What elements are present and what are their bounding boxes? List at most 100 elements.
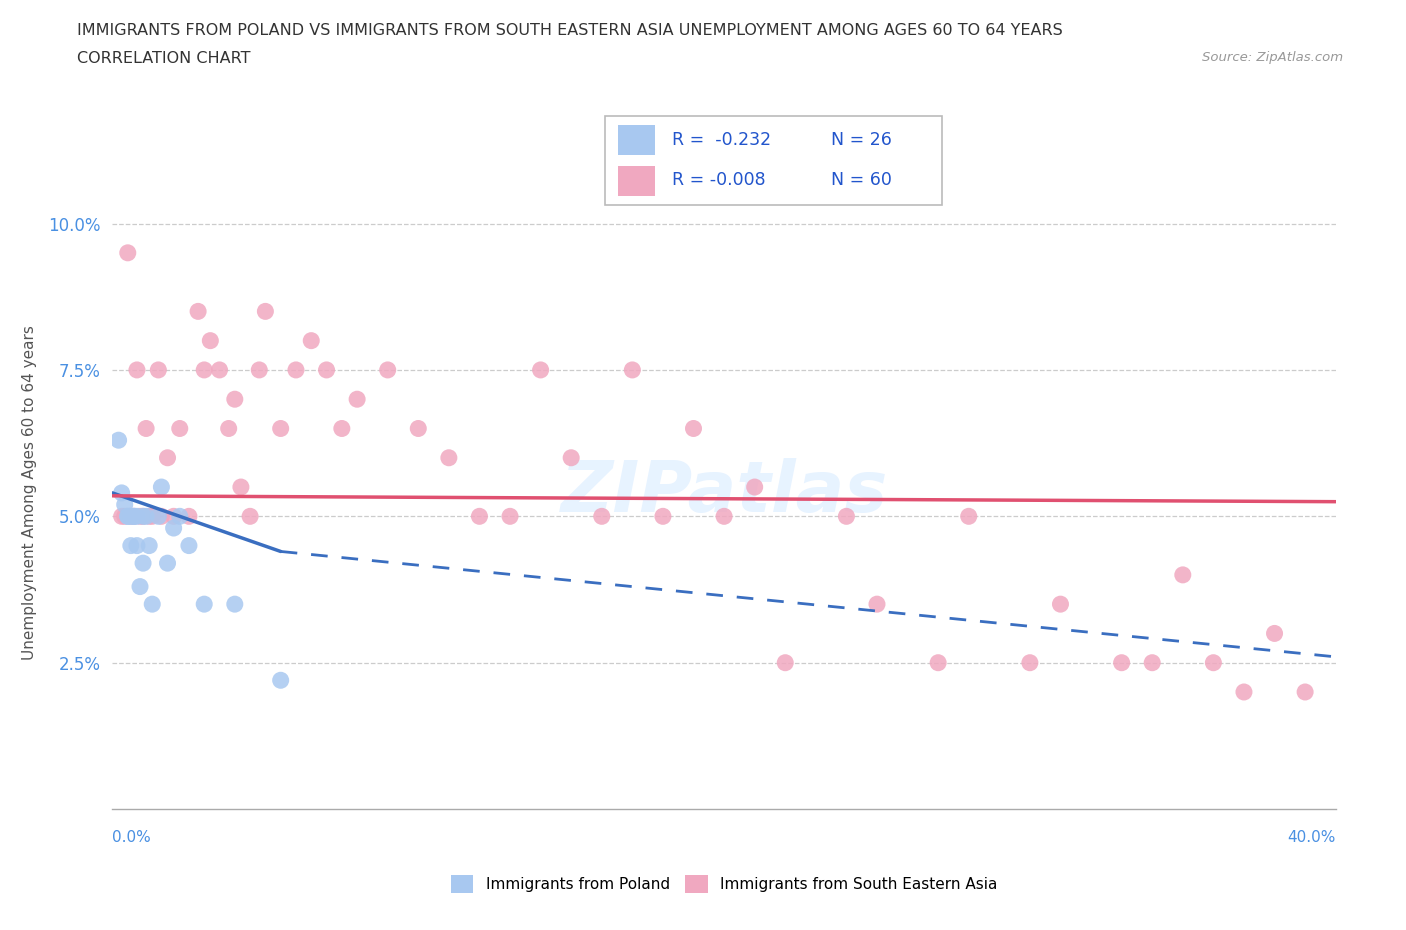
Point — [163, 509, 186, 524]
Point — [125, 538, 148, 553]
Point — [200, 333, 222, 348]
Point — [254, 304, 277, 319]
Point — [169, 421, 191, 436]
Point — [270, 421, 292, 436]
Point — [193, 597, 215, 612]
Point — [169, 509, 191, 524]
Point — [156, 556, 179, 571]
Point — [120, 509, 142, 524]
Point — [120, 509, 142, 524]
Point — [135, 509, 157, 524]
Point — [468, 509, 491, 524]
Point — [218, 421, 240, 436]
Point — [150, 509, 173, 524]
Point — [122, 509, 145, 524]
Point — [187, 304, 209, 319]
Point — [224, 392, 246, 406]
Point — [114, 498, 136, 512]
Point — [156, 450, 179, 465]
Point — [247, 363, 270, 378]
Point — [177, 509, 200, 524]
Point — [957, 509, 980, 524]
Text: IMMIGRANTS FROM POLAND VS IMMIGRANTS FROM SOUTH EASTERN ASIA UNEMPLOYMENT AMONG : IMMIGRANTS FROM POLAND VS IMMIGRANTS FRO… — [77, 23, 1063, 38]
FancyBboxPatch shape — [605, 116, 942, 205]
Point — [284, 363, 308, 378]
Point — [138, 509, 160, 524]
Point — [122, 509, 145, 524]
Text: ZIPatlas: ZIPatlas — [561, 458, 887, 527]
Point — [229, 480, 252, 495]
Point — [114, 509, 136, 524]
Point — [1202, 656, 1225, 671]
Point — [107, 432, 129, 447]
Text: N = 26: N = 26 — [831, 131, 891, 149]
Point — [111, 509, 134, 524]
FancyBboxPatch shape — [619, 126, 655, 155]
Point — [499, 509, 522, 524]
Point — [530, 363, 553, 378]
Point — [129, 579, 152, 594]
Point — [835, 509, 858, 524]
Point — [239, 509, 262, 524]
Point — [560, 450, 582, 465]
Point — [744, 480, 766, 495]
Text: CORRELATION CHART: CORRELATION CHART — [77, 51, 250, 66]
Text: N = 60: N = 60 — [831, 171, 891, 189]
Point — [125, 363, 148, 378]
Point — [1264, 626, 1286, 641]
Point — [1111, 656, 1133, 671]
Point — [1049, 597, 1071, 612]
Point — [120, 538, 142, 553]
Point — [148, 363, 170, 378]
Point — [270, 672, 292, 687]
Text: Source: ZipAtlas.com: Source: ZipAtlas.com — [1202, 51, 1343, 64]
Point — [682, 421, 704, 436]
Point — [135, 421, 157, 436]
Point — [1233, 684, 1256, 699]
Point — [775, 656, 797, 671]
Point — [377, 363, 399, 378]
Point — [621, 363, 644, 378]
FancyBboxPatch shape — [619, 166, 655, 196]
Text: 40.0%: 40.0% — [1288, 830, 1336, 844]
Point — [652, 509, 675, 524]
Point — [927, 656, 949, 671]
Point — [1142, 656, 1164, 671]
Point — [141, 597, 163, 612]
Point — [132, 556, 155, 571]
Text: R =  -0.232: R = -0.232 — [672, 131, 772, 149]
Point — [141, 509, 163, 524]
Point — [408, 421, 430, 436]
Point — [163, 521, 186, 536]
Point — [122, 509, 145, 524]
Point — [132, 509, 155, 524]
Point — [125, 509, 148, 524]
Text: R = -0.008: R = -0.008 — [672, 171, 766, 189]
Text: 0.0%: 0.0% — [112, 830, 152, 844]
Point — [129, 509, 152, 524]
Point — [117, 509, 139, 524]
Point — [148, 509, 170, 524]
Point — [437, 450, 460, 465]
Point — [177, 538, 200, 553]
Point — [346, 392, 368, 406]
Point — [150, 480, 173, 495]
Point — [1171, 567, 1194, 582]
Point — [117, 246, 139, 260]
Point — [1294, 684, 1316, 699]
Point — [193, 363, 215, 378]
Point — [111, 485, 134, 500]
Legend: Immigrants from Poland, Immigrants from South Eastern Asia: Immigrants from Poland, Immigrants from … — [444, 869, 1004, 899]
Point — [117, 509, 139, 524]
Point — [208, 363, 231, 378]
Y-axis label: Unemployment Among Ages 60 to 64 years: Unemployment Among Ages 60 to 64 years — [22, 326, 37, 660]
Point — [591, 509, 613, 524]
Point — [224, 597, 246, 612]
Point — [1018, 656, 1040, 671]
Point — [866, 597, 889, 612]
Point — [713, 509, 735, 524]
Point — [330, 421, 353, 436]
Point — [138, 538, 160, 553]
Point — [132, 509, 155, 524]
Point — [315, 363, 337, 378]
